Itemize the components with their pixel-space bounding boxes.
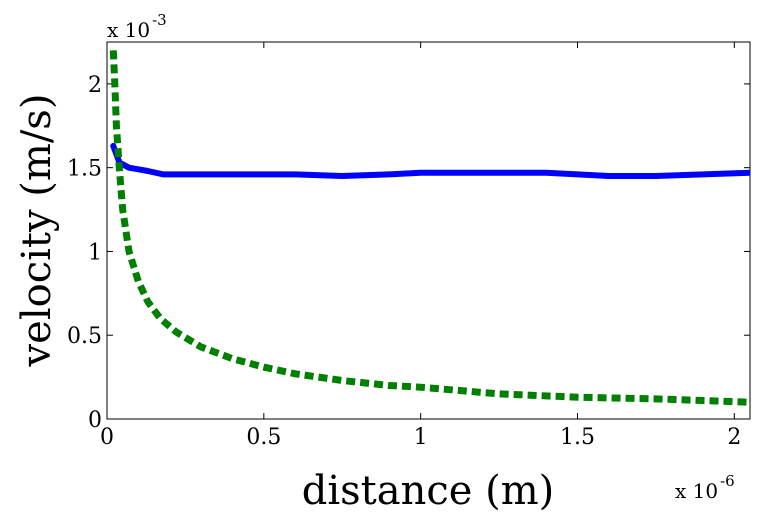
y-tick-label-1: 0.5 [67,324,102,349]
y-tick-label-3: 1.5 [67,157,102,182]
y-multiplier-exponent: -3 [152,11,167,29]
y-tick-label-2: 1 [88,240,102,265]
y-multiplier-base: x 10 [107,18,150,42]
axis-ticks [106,42,750,420]
x-tick-label-0: 0 [100,425,114,450]
series-layer [109,50,750,406]
y-multiplier: x 10 -3 [107,11,167,42]
x-multiplier: x 10 -6 [675,472,735,503]
series-line-green-dashed [109,50,750,406]
y-tick-label-4: 2 [88,73,102,98]
x-tick-label-2: 1 [414,425,428,450]
x-tick-label-3: 1.5 [560,425,595,450]
tick-labels: 0 0.5 1 1.5 2 0 0.5 1 1.5 2 [67,73,741,450]
x-axis-title: distance (m) [302,468,555,514]
series-line-blue-solid [110,142,750,179]
x-tick-label-1: 0.5 [246,425,281,450]
plot-area [106,41,751,420]
y-axis-title: velocity (m/s) [14,94,60,368]
y-tick-label-0: 0 [88,408,102,433]
x-multiplier-base: x 10 [675,479,718,503]
x-multiplier-exponent: -6 [720,472,735,490]
x-tick-label-4: 2 [727,425,741,450]
